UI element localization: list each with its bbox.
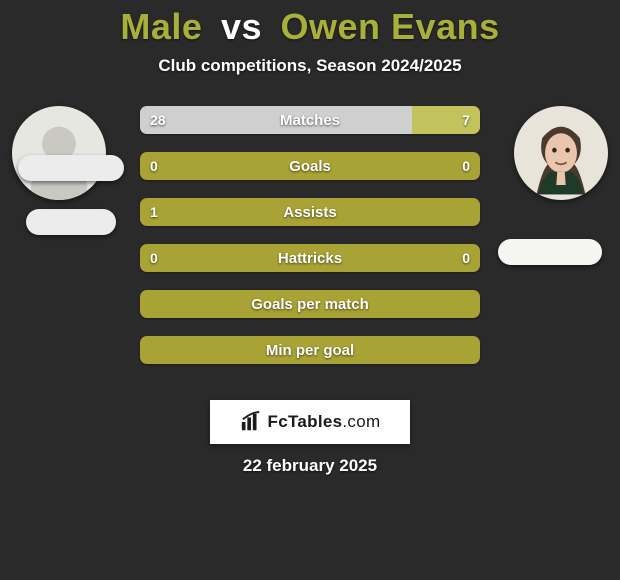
bar-row: Assists1 [140, 198, 480, 226]
avatar-placeholder-icon [12, 106, 106, 200]
subtitle: Club competitions, Season 2024/2025 [158, 56, 461, 76]
bar-value-left: 0 [140, 244, 168, 272]
bar-value-right: 7 [452, 106, 480, 134]
bar-label: Hattricks [140, 244, 480, 272]
bar-label: Goals [140, 152, 480, 180]
bar-value-left: 0 [140, 152, 168, 180]
comparison-area: Matches287Goals00Assists1Hattricks00Goal… [0, 106, 620, 396]
avatar-photo-icon [514, 106, 608, 200]
bar-value-right: 0 [452, 244, 480, 272]
bar-row: Goals0 0 [140, 152, 480, 180]
bar-row: Min per goal [140, 336, 480, 364]
club-badge-player2 [498, 239, 602, 265]
title-player1: Male [120, 6, 202, 47]
title-player2: Owen Evans [281, 6, 500, 47]
bar-value-left: 1 [140, 198, 168, 226]
title-vs: vs [221, 6, 262, 47]
bar-label: Assists [140, 198, 480, 226]
bar-row: Goals per match [140, 290, 480, 318]
content-wrap: Male vs Owen Evans Club competitions, Se… [0, 0, 620, 580]
logo-text-ext: .com [342, 412, 380, 431]
bar-label: Goals per match [140, 290, 480, 318]
logo-box: FcTables.com [210, 400, 410, 444]
bar-value-right: 0 [452, 152, 480, 180]
comparison-bars: Matches287Goals00Assists1Hattricks00Goal… [140, 106, 480, 364]
logo-text-main: FcTables [268, 412, 343, 431]
bar-label: Matches [140, 106, 480, 134]
club-badge-player1-a [18, 155, 124, 181]
avatar-player1 [12, 106, 106, 200]
bar-label: Min per goal [140, 336, 480, 364]
club-badge-player1-b [26, 209, 116, 235]
bar-value-left: 28 [140, 106, 176, 134]
page-title: Male vs Owen Evans [120, 6, 499, 48]
bar-row: Hattricks0 0 [140, 244, 480, 272]
fctables-chart-icon [240, 411, 262, 433]
logo-text: FcTables.com [268, 412, 381, 432]
footer-date: 22 february 2025 [243, 456, 377, 476]
bar-row: Matches28 7 [140, 106, 480, 134]
avatar-player2 [514, 106, 608, 200]
